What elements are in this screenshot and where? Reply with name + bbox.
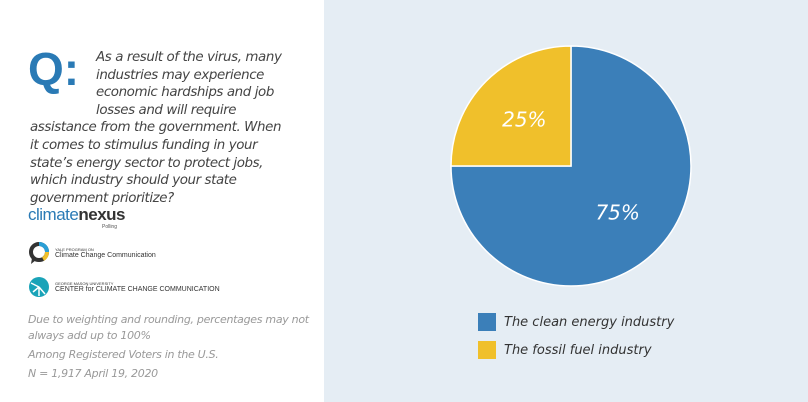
rounding-note: Due to weighting and rounding, percentag… [28,313,309,342]
legend-item-fossil: The fossil fuel industry [478,341,652,359]
population-note: Among Registered Voters in the U.S. [28,348,219,361]
pie-slice [450,45,692,287]
question-text: As a result of the virus, many industrie… [30,50,282,206]
yale-logo: YALE PROGRAM ON Climate Change Communicat… [28,241,156,265]
legend-swatch [478,341,496,359]
question-panel: Q: As a result of the virus, many indust… [0,0,324,402]
pie-chart: 75% 25% [450,45,692,287]
gmu-logo: GEORGE MASON UNIVERSITY CENTER for CLIMAT… [28,276,220,298]
notes: Due to weighting and rounding, percentag… [28,312,318,382]
legend-swatch [478,313,496,331]
climate-nexus-logo: climatenexus Polling [28,205,125,231]
chart-panel: 75% 25% The clean energy industry The fos… [324,0,808,402]
legend-item-clean: The clean energy industry [478,313,674,331]
slice-label: 25% [502,107,546,131]
slice-label: 75% [595,201,639,225]
pie-slice [450,45,572,167]
sample-note: N = 1,917 April 19, 2020 [28,367,158,380]
shell-icon [29,277,49,297]
q-label: Q: [28,43,80,95]
speech-ring-icon [29,242,50,264]
